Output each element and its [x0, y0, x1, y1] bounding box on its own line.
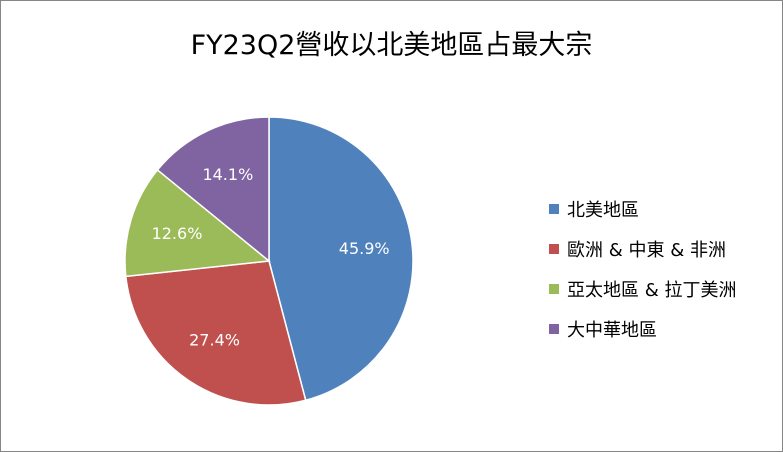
data-label-2: 27.4% — [189, 331, 240, 350]
legend-item-1: 北美地區 — [549, 189, 736, 229]
legend-item-3: 亞太地區 & 拉丁美洲 — [549, 269, 736, 309]
pie-slice-1 — [268, 116, 414, 402]
legend-swatch — [549, 244, 559, 254]
legend-label: 北美地區 — [567, 200, 639, 221]
data-label-3: 12.6% — [152, 224, 203, 243]
legend: 北美地區歐洲 & 中東 & 非洲 亞太地區 & 拉丁美洲 大中華地區 — [549, 189, 736, 349]
legend-item-2: 歐洲 & 中東 & 非洲 — [549, 229, 736, 269]
legend-swatch — [549, 284, 559, 294]
data-label-4: 14.1% — [202, 165, 253, 184]
legend-swatch — [549, 204, 559, 214]
pie-slice-4 — [156, 116, 270, 263]
data-label-1: 45.9% — [339, 239, 390, 258]
legend-label: 亞太地區 & 拉丁美洲 — [567, 280, 737, 301]
chart-title: FY23Q2營收以北美地區占最大宗 — [190, 30, 593, 61]
legend-label: 大中華地區 — [567, 320, 657, 341]
pie-slice-3 — [124, 168, 271, 278]
legend-swatch — [549, 324, 559, 334]
legend-item-4: 大中華地區 — [549, 309, 736, 349]
legend-label: 歐洲 & 中東 & 非洲 — [567, 240, 726, 261]
pie-slice-2 — [124, 260, 307, 406]
